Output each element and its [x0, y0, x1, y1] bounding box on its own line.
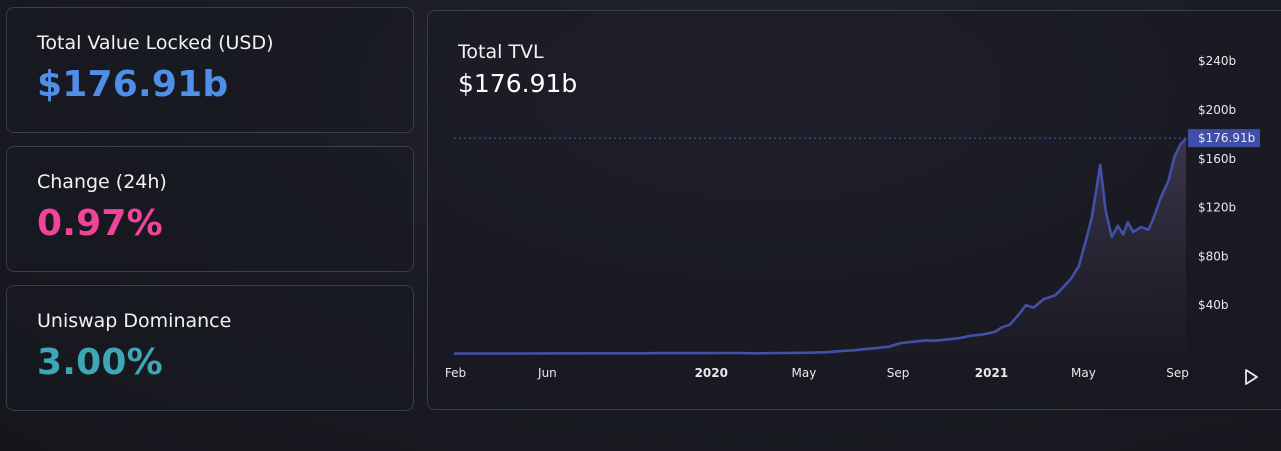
tvl-area — [454, 138, 1186, 354]
y-tick-label: $80b — [1198, 249, 1229, 263]
tvl-value: $176.91b — [37, 64, 229, 105]
tvl-chart[interactable]: $40b $80b $120b $160b $200b $240b $176.91b Feb J… — [428, 11, 1281, 411]
chart-value: $176.91b — [458, 69, 578, 98]
x-tick-label: Sep — [887, 366, 910, 380]
y-tick-label: $200b — [1198, 103, 1236, 117]
x-tick-label: May — [792, 366, 817, 380]
change-label: Change (24h) — [37, 171, 167, 193]
dominance-value: 3.00% — [37, 342, 163, 383]
change-card: Change (24h) 0.97% — [6, 146, 414, 272]
x-tick-label: 2020 — [695, 366, 728, 380]
tvl-label: Total Value Locked (USD) — [37, 32, 274, 54]
current-value-label: $176.91b — [1198, 131, 1255, 145]
x-tick-label: Jun — [537, 366, 557, 380]
x-tick-label: Feb — [445, 366, 466, 380]
dominance-card: Uniswap Dominance 3.00% — [6, 285, 414, 411]
play-button[interactable] — [1241, 367, 1261, 387]
tvl-card: Total Value Locked (USD) $176.91b — [6, 7, 414, 133]
y-tick-label: $240b — [1198, 54, 1236, 68]
chart-title: Total TVL — [458, 41, 544, 63]
change-value: 0.97% — [37, 203, 163, 244]
x-tick-label: Sep — [1166, 366, 1189, 380]
current-value-badge — [1188, 129, 1260, 148]
y-tick-label: $120b — [1198, 201, 1236, 215]
tvl-chart-card: Total TVL $176.91b $40b $80b $120b $160b $20… — [427, 10, 1281, 410]
x-tick-label: 2021 — [975, 366, 1008, 380]
dominance-label: Uniswap Dominance — [37, 310, 232, 332]
play-icon — [1245, 369, 1258, 385]
x-tick-label: May — [1071, 366, 1096, 380]
y-tick-label: $160b — [1198, 152, 1236, 166]
tvl-line — [454, 137, 1187, 355]
y-tick-label: $40b — [1198, 298, 1229, 312]
